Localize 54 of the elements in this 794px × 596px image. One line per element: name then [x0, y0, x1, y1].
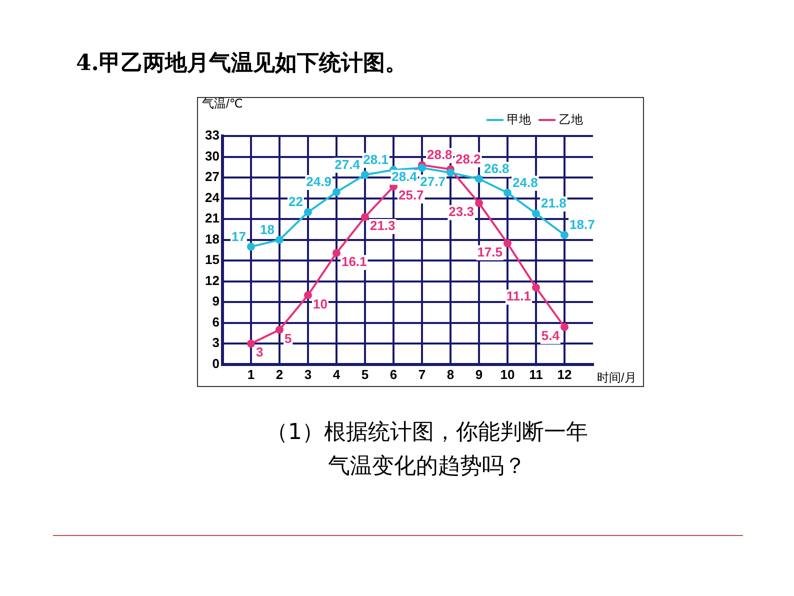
- data-label: 28.1: [363, 152, 388, 167]
- x-tick-label: 2: [276, 366, 284, 382]
- legend-label: 甲地: [507, 112, 531, 126]
- data-label: 27.7: [420, 174, 446, 189]
- x-tick-label: 11: [529, 366, 543, 382]
- data-label: 16.1: [341, 254, 367, 270]
- y-tick-label: 33: [204, 128, 220, 143]
- data-label: 22: [288, 194, 303, 210]
- data-label: 21.8: [540, 196, 566, 211]
- data-label: 3: [256, 344, 264, 360]
- data-label: 24.9: [306, 174, 332, 190]
- text: （1）根据统计图，你能判断一年气温变化的趋势吗？: [265, 419, 589, 481]
- y-tick-label: 27: [204, 169, 220, 184]
- data-label: 21.3: [370, 218, 396, 234]
- y-tick-label: 21: [204, 210, 220, 226]
- x-tick-label: 3: [304, 366, 312, 382]
- data-label: 5: [284, 330, 292, 346]
- data-label: 18.7: [569, 217, 595, 232]
- data-label: 5.4: [541, 328, 560, 344]
- x-tick-label: 4: [332, 366, 341, 382]
- y-axis-title: 气温/℃: [202, 96, 243, 110]
- x-tick-label: 7: [418, 366, 426, 382]
- x-tick-label: 5: [361, 366, 369, 382]
- data-label: 28.4: [392, 168, 418, 184]
- y-tick-label: 12: [204, 272, 220, 288]
- y-tick-label: 9: [212, 294, 220, 309]
- data-label: 26.8: [484, 160, 510, 176]
- y-tick-label: 30: [204, 148, 220, 164]
- x-tick-label: 8: [446, 366, 454, 382]
- data-label: 27.4: [334, 156, 361, 172]
- x-tick-label: 9: [475, 366, 483, 382]
- x-tick-label: 12: [557, 366, 572, 382]
- data-label: 25.7: [398, 188, 424, 203]
- x-tick-label: 1: [247, 366, 255, 382]
- y-tick-label: 24: [204, 190, 220, 205]
- data-label: 17.5: [477, 244, 502, 260]
- data-label: 10: [312, 296, 328, 312]
- legend-label: 乙地: [559, 112, 583, 126]
- x-tick-label: 6: [390, 366, 398, 382]
- data-label: 24.8: [512, 174, 538, 190]
- y-tick-label: 6: [212, 314, 220, 330]
- chart-title: 4.甲乙两地月气温见如下统计图。: [76, 49, 407, 78]
- x-tick-label: 10: [500, 366, 515, 382]
- data-label: 18: [260, 222, 274, 237]
- x-axis-title: 时间/月: [597, 370, 636, 385]
- data-label: 28.2: [455, 151, 481, 166]
- data-label: 17: [232, 228, 246, 244]
- y-tick-label: 18: [204, 231, 220, 246]
- data-label: 11.1: [506, 288, 532, 304]
- y-tick-label: 3: [212, 335, 220, 350]
- data-label: 28.8: [426, 147, 452, 162]
- y-tick-label: 0: [212, 356, 220, 371]
- y-tick-label: 15: [204, 252, 220, 268]
- data-label: 23.3: [448, 204, 474, 220]
